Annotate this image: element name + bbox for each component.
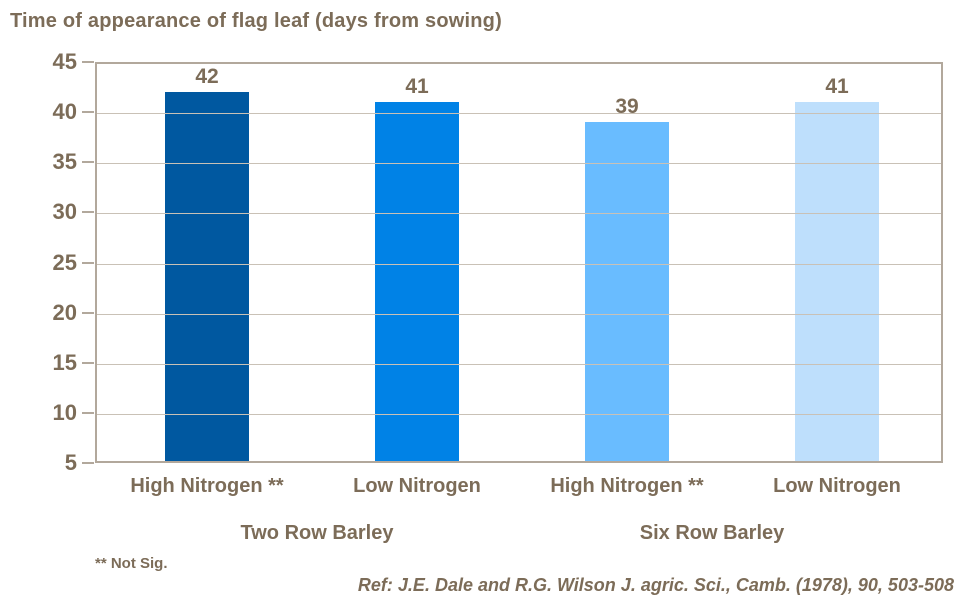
y-axis-label: 25 [52, 249, 77, 275]
bar-two-row-high-nitrogen [165, 92, 249, 461]
gridline [97, 213, 941, 215]
bar-two-row-low-nitrogen [375, 102, 459, 461]
gridline [97, 363, 941, 365]
chart-title: Time of appearance of flag leaf (days fr… [10, 10, 502, 32]
gridline [97, 263, 941, 265]
y-axis-label: 20 [52, 299, 77, 325]
x-axis-category-label: Low Nitrogen [773, 475, 901, 497]
gridline [97, 313, 941, 315]
y-axis-tick [82, 211, 94, 214]
y-axis-tick [82, 61, 94, 63]
y-axis-tick [82, 311, 94, 314]
plot-area [95, 62, 943, 463]
y-axis-label: 45 [52, 49, 77, 74]
x-axis-category-label: Low Nitrogen [353, 475, 481, 497]
y-axis-tick [82, 462, 94, 464]
y-axis-label: 40 [52, 99, 77, 125]
data-label: 42 [195, 65, 219, 89]
data-label: 39 [615, 95, 639, 119]
bar-six-row-low-nitrogen [795, 102, 879, 461]
y-axis-tick [82, 261, 94, 264]
y-axis-label: 10 [52, 399, 77, 425]
y-axis-tick [82, 361, 94, 364]
group-label-two-row-barley: Two Row Barley [240, 522, 394, 544]
reference-citation: Ref: J.E. Dale and R.G. Wilson J. agric.… [357, 575, 954, 595]
gridline [97, 413, 941, 415]
significance-footnote: ** Not Sig. [95, 555, 168, 572]
y-axis-label: 30 [52, 199, 77, 225]
x-axis-category-label: High Nitrogen ** [550, 475, 704, 497]
group-label-six-row-barley: Six Row Barley [639, 522, 785, 544]
data-label: 41 [405, 75, 429, 99]
gridline [97, 113, 941, 115]
data-label: 41 [825, 75, 849, 99]
y-axis-label: 5 [64, 450, 77, 475]
bar-six-row-high-nitrogen [585, 122, 669, 461]
y-axis-label: 15 [52, 349, 77, 375]
gridline [97, 163, 941, 165]
y-axis-tick [82, 161, 94, 164]
x-axis-category-label: High Nitrogen ** [130, 475, 284, 497]
y-axis-tick [82, 111, 94, 114]
y-axis-label: 35 [52, 149, 77, 175]
y-axis-tick [82, 411, 94, 414]
